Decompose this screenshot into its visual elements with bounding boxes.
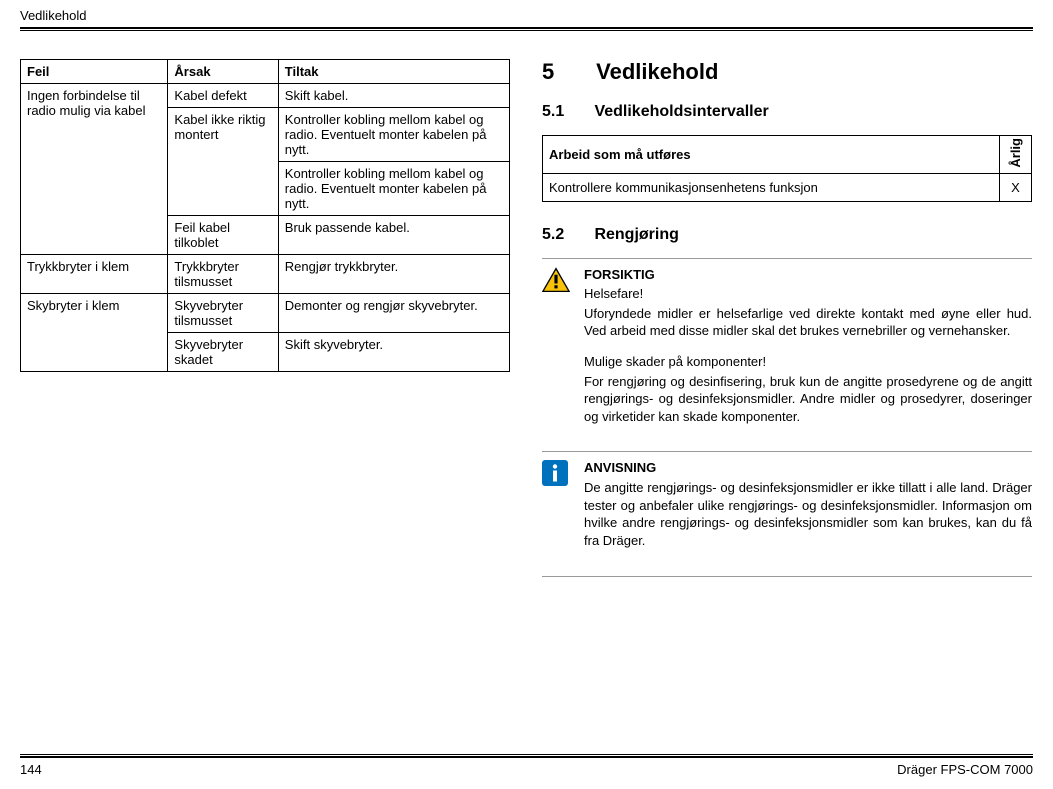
- action-cell: Bruk passende kabel.: [278, 216, 509, 255]
- action-cell: Kontroller kobling mellom kabel og radio…: [278, 162, 509, 216]
- notice-label: ANVISNING: [584, 460, 1032, 475]
- interval-header-work: Arbeid som må utføres: [543, 136, 1000, 174]
- page-header-title: Vedlikehold: [20, 8, 1033, 23]
- cause-cell: Kabel defekt: [168, 84, 278, 108]
- fault-header-col1: Feil: [21, 60, 168, 84]
- table-row: Skybryter i klem Skyvebryter tilsmusset …: [21, 294, 510, 333]
- notice-text: De angitte rengjørings- og desinfeksjons…: [584, 479, 1032, 549]
- action-cell: Kontroller kobling mellom kabel og radio…: [278, 108, 509, 162]
- caution-content: FORSIKTIG Helsefare! Uforyndede midler e…: [584, 267, 1032, 440]
- right-column: 5 Vedlikehold 5.1 Vedlikeholdsintervalle…: [542, 59, 1032, 585]
- notice-separator: [542, 451, 1032, 452]
- table-row: Kontrollere kommunikasjonsenhetens funks…: [543, 173, 1032, 201]
- section-5-title: 5 Vedlikehold: [542, 59, 1032, 85]
- cause-cell: Skyvebryter skadet: [168, 333, 278, 372]
- caution-block: FORSIKTIG Helsefare! Uforyndede midler e…: [542, 267, 1032, 444]
- caution-text-2: For rengjøring og desinfisering, bruk ku…: [584, 373, 1032, 426]
- notice-block: ANVISNING De angitte rengjørings- og des…: [542, 460, 1032, 567]
- interval-header-yearly: Årlig: [1000, 136, 1032, 174]
- action-cell: Demonter og rengjør skyvebryter.: [278, 294, 509, 333]
- footer-product-name: Dräger FPS-COM 7000: [897, 762, 1033, 777]
- cause-cell: Trykkbryter tilsmusset: [168, 255, 278, 294]
- notice-content: ANVISNING De angitte rengjørings- og des…: [584, 460, 1032, 563]
- caution-label: FORSIKTIG: [584, 267, 1032, 282]
- table-row: Ingen forbindelse til radio mulig via ka…: [21, 84, 510, 108]
- subsection-number: 5.2: [542, 226, 590, 244]
- fault-table: Feil Årsak Tiltak Ingen forbindelse til …: [20, 59, 510, 372]
- cause-cell: Kabel ikke riktig montert: [168, 108, 278, 216]
- subsection-heading-text: Rengjøring: [594, 226, 678, 243]
- subsection-heading-text: Vedlikeholdsintervaller: [594, 103, 768, 120]
- fault-cell: Trykkbryter i klem: [21, 255, 168, 294]
- action-cell: Rengjør trykkbryter.: [278, 255, 509, 294]
- interval-work-cell: Kontrollere kommunikasjonsenhetens funks…: [543, 173, 1000, 201]
- table-row: Trykkbryter i klem Trykkbryter tilsmusse…: [21, 255, 510, 294]
- cause-cell: Skyvebryter tilsmusset: [168, 294, 278, 333]
- header-divider: [20, 27, 1033, 31]
- subsection-5-2-title: 5.2 Rengjøring: [542, 226, 1032, 244]
- notice-separator: [542, 576, 1032, 577]
- footer-divider: [20, 754, 1033, 758]
- table-header-row: Feil Årsak Tiltak: [21, 60, 510, 84]
- action-cell: Skift skyvebryter.: [278, 333, 509, 372]
- subsection-5-1-title: 5.1 Vedlikeholdsintervaller: [542, 103, 1032, 121]
- interval-table: Arbeid som må utføres Årlig Kontrollere …: [542, 135, 1032, 202]
- fault-header-col2: Årsak: [168, 60, 278, 84]
- interval-yearly-cell: X: [1000, 173, 1032, 201]
- subsection-number: 5.1: [542, 103, 590, 121]
- caution-triangle-icon: [542, 267, 574, 440]
- fault-header-col3: Tiltak: [278, 60, 509, 84]
- caution-heading-1: Helsefare!: [584, 286, 1032, 301]
- fault-cell: Ingen forbindelse til radio mulig via ka…: [21, 84, 168, 255]
- table-header-row: Arbeid som må utføres Årlig: [543, 136, 1032, 174]
- footer-page-number: 144: [20, 762, 42, 777]
- caution-heading-2: Mulige skader på komponenter!: [584, 354, 1032, 369]
- notice-separator: [542, 258, 1032, 259]
- caution-text-1: Uforyndede midler er helsefarlige ved di…: [584, 305, 1032, 340]
- fault-cell: Skybryter i klem: [21, 294, 168, 372]
- footer-row: 144 Dräger FPS-COM 7000: [20, 762, 1033, 777]
- content-columns: Feil Årsak Tiltak Ingen forbindelse til …: [20, 59, 1033, 585]
- cause-cell: Feil kabel tilkoblet: [168, 216, 278, 255]
- info-square-icon: [542, 460, 574, 563]
- section-heading-text: Vedlikehold: [596, 59, 718, 84]
- section-number: 5: [542, 59, 590, 85]
- page-footer: 144 Dräger FPS-COM 7000: [20, 754, 1033, 777]
- rotated-yearly-label: Årlig: [1008, 138, 1023, 168]
- action-cell: Skift kabel.: [278, 84, 509, 108]
- left-column: Feil Årsak Tiltak Ingen forbindelse til …: [20, 59, 510, 585]
